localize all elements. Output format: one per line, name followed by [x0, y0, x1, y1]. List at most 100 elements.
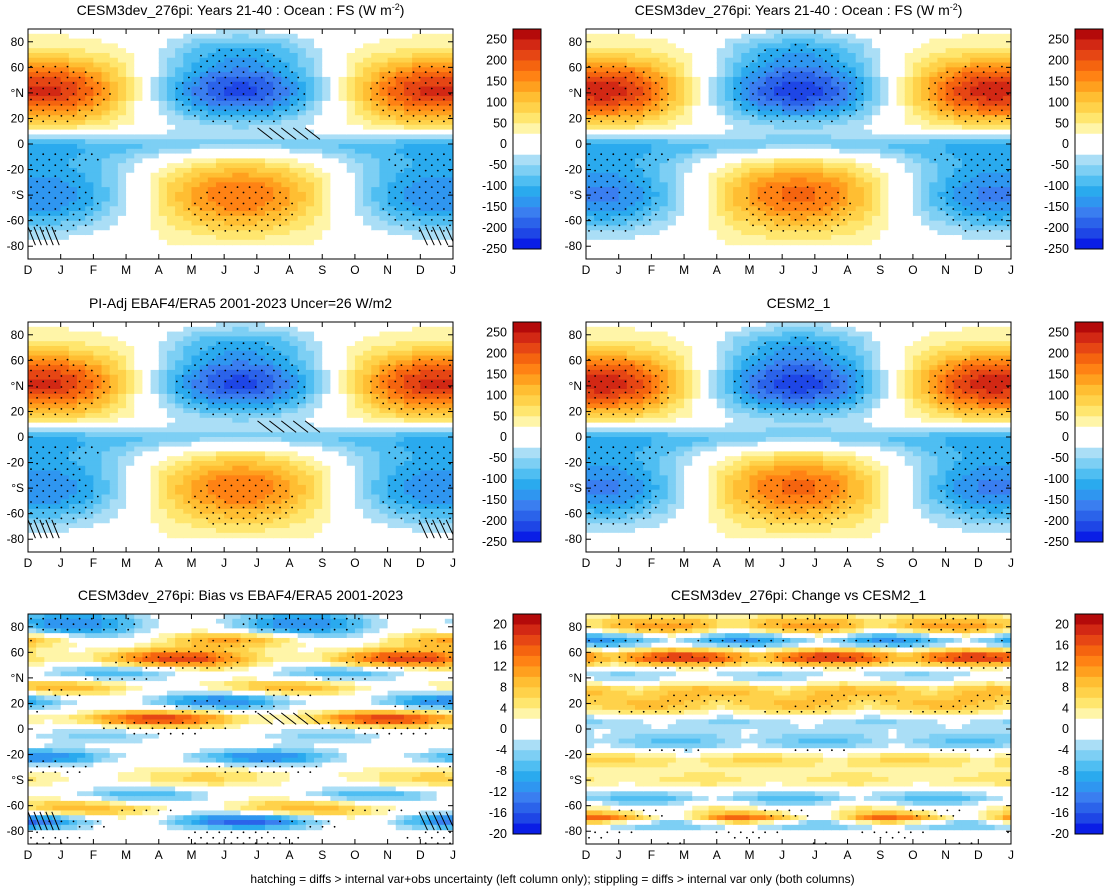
field-cell — [330, 67, 340, 73]
field-cell — [847, 239, 857, 246]
field-cell — [330, 100, 340, 107]
field-cell — [888, 177, 898, 183]
stipple-dot — [430, 219, 433, 221]
field-cell — [183, 100, 193, 107]
hatch-line — [257, 127, 273, 140]
stipple-dot — [48, 71, 51, 73]
field-cell — [273, 239, 282, 246]
field-cell — [44, 215, 54, 222]
field-cell — [953, 167, 963, 174]
field-cell — [175, 115, 184, 121]
field-cell — [757, 57, 767, 64]
field-cell — [675, 215, 685, 222]
field-cell — [248, 134, 258, 140]
stipple-dot — [242, 202, 245, 205]
field-cell — [444, 182, 453, 188]
stipple-dot — [175, 98, 178, 101]
field-cell — [610, 96, 620, 102]
field-cell — [36, 129, 45, 136]
field-cell — [134, 201, 144, 207]
field-cell — [814, 215, 824, 222]
field-cell — [305, 38, 315, 44]
colorbar-label: 150 — [486, 74, 507, 88]
field-cell — [109, 201, 119, 207]
field-cell — [741, 148, 751, 155]
field-cell — [773, 96, 783, 102]
field-cell — [330, 105, 340, 112]
field-cell — [863, 235, 873, 241]
field-cell — [626, 172, 636, 179]
field-cell — [692, 129, 702, 136]
field-cell — [158, 139, 168, 145]
field-cell — [363, 182, 372, 188]
stipple-dot — [60, 115, 63, 117]
field-cell — [635, 235, 644, 241]
field-cell — [790, 239, 800, 246]
field-cell — [602, 134, 612, 140]
field-cell — [618, 201, 628, 207]
field-cell — [765, 139, 775, 145]
field-cell — [798, 48, 808, 54]
field-cell — [117, 196, 127, 203]
field-cell — [586, 187, 595, 193]
field-cell — [175, 215, 184, 222]
field-cell — [85, 225, 94, 231]
field-cell — [692, 29, 702, 35]
field-cell — [60, 215, 70, 222]
field-cell — [240, 220, 250, 227]
field-cell — [322, 115, 331, 121]
field-cell — [232, 148, 242, 155]
field-cells — [28, 29, 453, 246]
field-cell — [52, 148, 62, 155]
field-cell — [395, 211, 405, 217]
field-cell — [371, 191, 381, 198]
field-cell — [395, 134, 405, 140]
field-cell — [684, 62, 693, 68]
field-cell — [273, 29, 282, 35]
field-cell — [684, 134, 693, 140]
field-cell — [773, 201, 783, 207]
field-cell — [93, 105, 103, 112]
field-cell — [692, 100, 702, 107]
field-cell — [814, 57, 824, 64]
field-cell — [855, 201, 865, 207]
stipple-dot — [230, 202, 233, 205]
field-cell — [733, 220, 742, 227]
stipple-dot — [109, 93, 111, 95]
field-cell — [85, 67, 94, 73]
field-cell — [52, 29, 62, 35]
field-cell — [60, 225, 70, 231]
field-cell — [330, 115, 340, 121]
field-cell — [586, 100, 595, 107]
field-cell — [77, 52, 86, 59]
field-cell — [912, 110, 922, 116]
field-cell — [109, 120, 119, 126]
field-cell — [289, 110, 299, 116]
field-cell — [330, 52, 340, 59]
field-cell — [839, 29, 849, 35]
field-cell — [436, 38, 446, 44]
stipple-dot — [254, 213, 257, 216]
field-cell — [232, 62, 242, 68]
stipple-dot — [443, 197, 445, 199]
field-cell — [379, 187, 389, 193]
field-cell — [692, 76, 702, 83]
field-cell — [790, 67, 800, 73]
field-cell — [610, 100, 620, 107]
field-cell — [880, 110, 889, 116]
field-cell — [224, 230, 233, 236]
field-cell — [371, 220, 381, 227]
field-cell — [602, 67, 612, 73]
field-cell — [166, 201, 176, 207]
field-cell — [741, 72, 751, 78]
field-cell — [708, 211, 718, 217]
field-cell — [847, 220, 857, 227]
field-cell — [256, 72, 266, 78]
field-cell — [28, 91, 37, 97]
field-cell — [888, 43, 898, 49]
field-cell — [403, 62, 413, 68]
stipple-dot — [224, 109, 227, 112]
field-cell — [436, 196, 446, 203]
field-cell — [109, 220, 119, 227]
field-cell — [716, 239, 726, 246]
